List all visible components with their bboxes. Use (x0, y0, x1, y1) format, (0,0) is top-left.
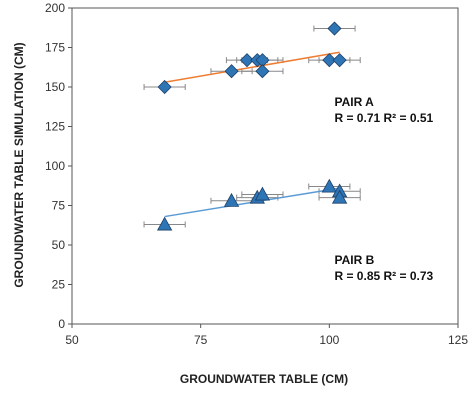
y-tick-label: 200 (45, 1, 65, 15)
y-tick-label: 150 (45, 80, 65, 94)
annotation-stats: R = 0.71 R² = 0.51 (334, 111, 433, 125)
data-point-diamond (224, 64, 239, 79)
data-point-diamond (322, 53, 337, 68)
x-axis-title: GROUNDWATER TABLE (CM) (180, 372, 348, 386)
y-tick-label: 25 (52, 278, 66, 292)
data-point-triangle (156, 216, 173, 231)
data-point-diamond (327, 21, 342, 36)
data-point-diamond (332, 53, 347, 68)
x-tick-label: 50 (65, 333, 79, 347)
annotations: PAIR A R = 0.71 R² = 0.51 PAIR B R = 0.85 R… (334, 95, 433, 283)
x-tick-label: 75 (194, 333, 208, 347)
data-markers (156, 21, 348, 231)
y-tick-label: 75 (52, 199, 66, 213)
data-point-triangle (331, 189, 348, 204)
y-tick-label: 0 (58, 317, 65, 331)
data-point-diamond (255, 64, 270, 79)
axes: 0 25 50 75 100 125 150 175 200 50 75 100 125 (45, 1, 468, 347)
data-point-triangle (254, 186, 271, 201)
y-tick-label: 100 (45, 159, 65, 173)
x-tick-label: 125 (448, 333, 468, 347)
y-axis-title: GROUNDWATER TABLE SIMULATION (CM) (12, 42, 26, 287)
annotation-title: PAIR A (334, 95, 374, 109)
x-tick-label: 100 (319, 333, 339, 347)
trendlines (164, 51, 340, 218)
data-point-triangle (223, 192, 240, 207)
y-tick-label: 175 (45, 41, 65, 55)
y-tick-label: 125 (45, 120, 65, 134)
data-point-triangle (321, 178, 338, 193)
annotation-title: PAIR B (334, 253, 374, 267)
annotation-stats: R = 0.85 R² = 0.73 (334, 269, 433, 283)
y-tick-label: 50 (52, 238, 66, 252)
data-point-diamond (239, 53, 255, 68)
trendline-0 (164, 51, 340, 83)
data-point-diamond (157, 79, 172, 95)
